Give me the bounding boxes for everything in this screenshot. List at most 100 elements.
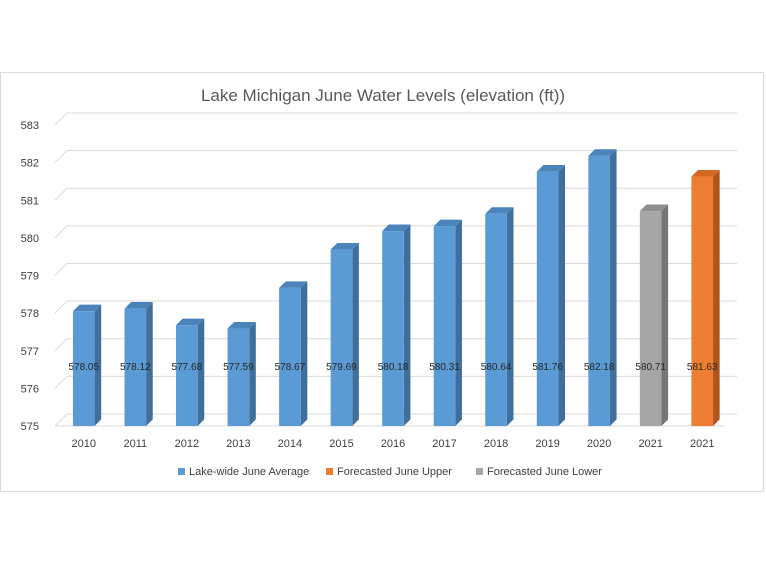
gridline-depth [54, 187, 68, 201]
data-label: 581.76 [532, 362, 563, 373]
gridline-depth [54, 338, 68, 352]
bar-top [279, 281, 308, 288]
x-axis-ticks: 2010 2011 2012 2013 2014 2015 2016 2017 2018 2019… [72, 438, 715, 450]
x-tick-label: 2018 [484, 438, 508, 450]
bar-2012: 577.68 [172, 318, 205, 426]
bar-top [124, 302, 153, 309]
data-label: 580.64 [481, 362, 512, 373]
bar-2014: 578.67 [275, 281, 308, 426]
legend-item: Forecasted June Upper [326, 466, 452, 478]
x-tick-label: 2021 [690, 438, 714, 450]
bar-side [713, 169, 720, 426]
bar-top [588, 149, 617, 156]
data-label: 578.67 [275, 362, 306, 373]
y-tick-label: 575 [21, 421, 39, 433]
bar-top [639, 204, 669, 212]
bar-2019: 581.76 [532, 165, 566, 426]
bar-front [124, 308, 147, 426]
data-label: 582.18 [584, 362, 615, 373]
bar-top [536, 165, 566, 172]
y-axis-ticks: 575 576 577 578 579 580 581 582 583 [21, 120, 39, 433]
legend-swatch [178, 468, 185, 475]
bar-front [485, 213, 507, 426]
bar-top [485, 207, 514, 214]
bar-side [506, 207, 514, 426]
legend-label: Forecasted June Upper [337, 466, 452, 478]
y-tick-label: 582 [21, 158, 39, 170]
bar-side [197, 318, 205, 426]
bar-2013: 577.59 [223, 321, 256, 426]
bar-top [433, 219, 462, 227]
y-tick-label: 577 [21, 346, 39, 358]
gridline-depth [54, 263, 68, 276]
x-tick-label: 2014 [278, 438, 302, 450]
bar-2018: 580.64 [481, 207, 514, 426]
bar-front [382, 231, 404, 426]
bar-side [146, 302, 153, 426]
gridline-depth [54, 225, 68, 239]
data-label: 580.71 [635, 362, 666, 373]
gridline-depth [54, 150, 68, 163]
x-tick-label: 2012 [175, 438, 199, 450]
y-tick-label: 579 [21, 271, 39, 283]
legend-label: Forecasted June Lower [487, 466, 602, 478]
bar-front [176, 325, 198, 426]
bar-side [455, 219, 462, 426]
legend-label: Lake-wide June Average [189, 466, 309, 478]
bar-side [249, 321, 256, 426]
x-tick-label: 2013 [226, 438, 250, 450]
x-tick-label: 2016 [381, 438, 405, 450]
bar-2021: 580.71 [635, 204, 669, 426]
bar-front [536, 171, 559, 426]
bar-side [352, 242, 359, 426]
bar-2017: 580.31 [429, 219, 462, 426]
y-tick-label: 583 [21, 120, 39, 132]
bar-front [227, 328, 250, 426]
x-tick-label: 2011 [123, 438, 147, 450]
bar-side [94, 304, 102, 426]
legend-item: Lake-wide June Average [178, 466, 309, 478]
x-tick-label: 2015 [329, 438, 353, 450]
y-tick-label: 580 [21, 233, 39, 245]
bar-top [176, 318, 205, 326]
data-label: 580.31 [429, 362, 460, 373]
legend: Lake-wide June Average Forecasted June Up… [178, 466, 602, 478]
bar-chart: Lake Michigan June Water Levels (elevati… [21, 86, 737, 478]
bar-2010: 578.05 [68, 304, 102, 426]
gridline-depth [54, 300, 68, 314]
bar-top [382, 224, 411, 232]
gridline-depth [54, 413, 68, 427]
gridline-depth [54, 376, 68, 389]
bar-top [330, 242, 359, 250]
bar-side [609, 149, 617, 426]
y-tick-label: 578 [21, 308, 39, 320]
data-label: 578.12 [120, 362, 151, 373]
bar-front [330, 249, 353, 426]
x-tick-label: 2010 [72, 438, 96, 450]
x-tick-label: 2020 [587, 438, 611, 450]
bar-top [227, 321, 256, 329]
data-label: 581.63 [687, 362, 718, 373]
bar-front [588, 155, 610, 426]
bar-2020: 582.18 [584, 149, 617, 426]
y-tick-label: 581 [21, 195, 39, 207]
bar-top [691, 169, 720, 177]
x-tick-label: 2017 [432, 438, 456, 450]
chart-frame: Lake Michigan June Water Levels (elevati… [0, 72, 764, 492]
data-label: 579.69 [326, 362, 357, 373]
bar-side [300, 281, 308, 426]
gridline-depth [54, 112, 68, 126]
legend-item: Forecasted June Lower [476, 466, 602, 478]
legend-swatch [476, 468, 483, 475]
bar-side [661, 204, 669, 426]
data-label: 577.59 [223, 362, 254, 373]
bars: 578.05 578.12 577.68 577.59 578.67 579.69 580.… [68, 149, 720, 426]
bar-front [433, 226, 456, 426]
bar-front [691, 176, 714, 426]
bar-2016: 580.18 [378, 224, 411, 426]
bar-front [279, 287, 301, 426]
bar-side [558, 165, 566, 426]
bar-front [72, 311, 95, 426]
bar-2021: 581.63 [687, 169, 720, 426]
bar-side [403, 224, 411, 426]
